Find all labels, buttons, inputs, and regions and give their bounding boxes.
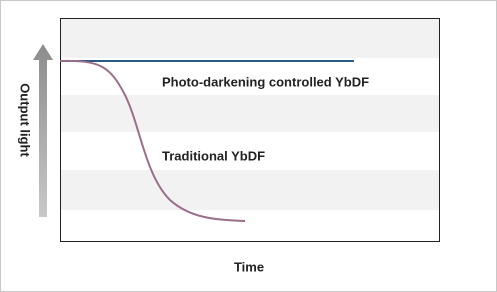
traditional-curve (59, 59, 246, 222)
bands (60, 18, 440, 210)
y-arrow (33, 44, 53, 217)
y-axis-label: Output light (18, 83, 33, 157)
x-axis-label: Time (234, 259, 264, 274)
plot-border (60, 18, 440, 242)
curve-label: Photo-darkening controlled YbDF (162, 74, 369, 89)
curve-label: Traditional YbDF (162, 148, 265, 163)
